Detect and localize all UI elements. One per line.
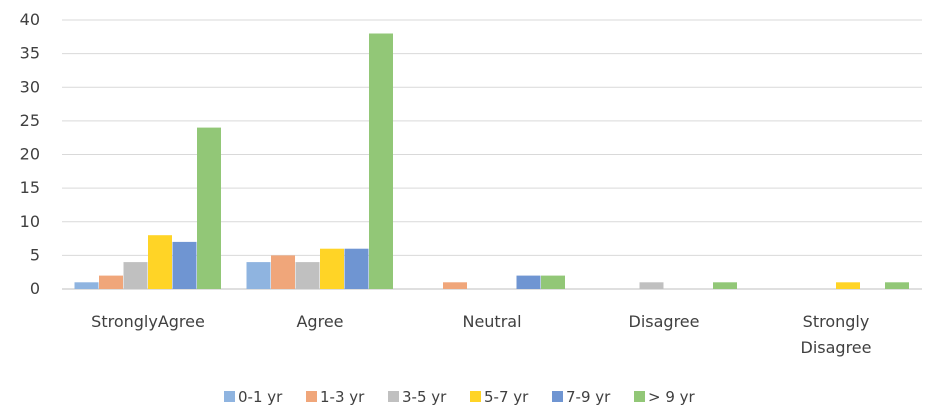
x-tick-label: StronglyAgree bbox=[91, 312, 205, 331]
legend-swatch bbox=[306, 391, 317, 402]
bar bbox=[197, 127, 221, 289]
legend-item: 7-9 yr bbox=[552, 388, 611, 406]
y-tick-label: 30 bbox=[20, 77, 40, 96]
legend-label: 3-5 yr bbox=[402, 388, 447, 406]
y-tick-label: 5 bbox=[30, 245, 40, 264]
x-tick-label: Agree bbox=[296, 312, 343, 331]
legend-item: 0-1 yr bbox=[224, 388, 283, 406]
y-tick-label: 40 bbox=[20, 10, 40, 29]
y-tick-label: 35 bbox=[20, 44, 40, 63]
x-tick-label: Neutral bbox=[462, 312, 521, 331]
bar bbox=[74, 282, 99, 289]
legend-label: 1-3 yr bbox=[320, 388, 365, 406]
y-tick-label: 15 bbox=[20, 178, 40, 197]
bar bbox=[713, 282, 737, 289]
legend-label: > 9 yr bbox=[648, 388, 696, 406]
bar bbox=[172, 241, 197, 289]
bar bbox=[123, 262, 148, 289]
bar bbox=[99, 275, 123, 289]
bar bbox=[516, 275, 541, 289]
legend-item: 3-5 yr bbox=[388, 388, 447, 406]
y-tick-label: 0 bbox=[30, 279, 40, 298]
bar bbox=[443, 282, 467, 289]
legend-label: 0-1 yr bbox=[238, 388, 283, 406]
legend-swatch bbox=[634, 391, 645, 402]
bar bbox=[344, 248, 369, 289]
legend-item: > 9 yr bbox=[634, 388, 696, 406]
y-tick-label: 25 bbox=[20, 111, 40, 130]
bar bbox=[320, 248, 344, 289]
bar bbox=[639, 282, 664, 289]
legend-item: 1-3 yr bbox=[306, 388, 365, 406]
bar bbox=[148, 235, 172, 289]
bar bbox=[295, 262, 320, 289]
bar bbox=[271, 255, 295, 289]
legend-label: 7-9 yr bbox=[566, 388, 611, 406]
bar bbox=[246, 262, 271, 289]
bar bbox=[369, 33, 393, 289]
bar bbox=[885, 282, 909, 289]
x-tick-label: Strongly Disagree bbox=[801, 312, 872, 357]
legend-swatch bbox=[470, 391, 481, 402]
bar bbox=[541, 275, 565, 289]
y-tick-label: 10 bbox=[20, 212, 40, 231]
legend-swatch bbox=[552, 391, 563, 402]
legend-swatch bbox=[224, 391, 235, 402]
bar bbox=[836, 282, 860, 289]
legend-item: 5-7 yr bbox=[470, 388, 529, 406]
y-tick-label: 20 bbox=[20, 145, 40, 164]
legend-label: 5-7 yr bbox=[484, 388, 529, 406]
legend-swatch bbox=[388, 391, 399, 402]
x-tick-label: Disagree bbox=[629, 312, 700, 331]
